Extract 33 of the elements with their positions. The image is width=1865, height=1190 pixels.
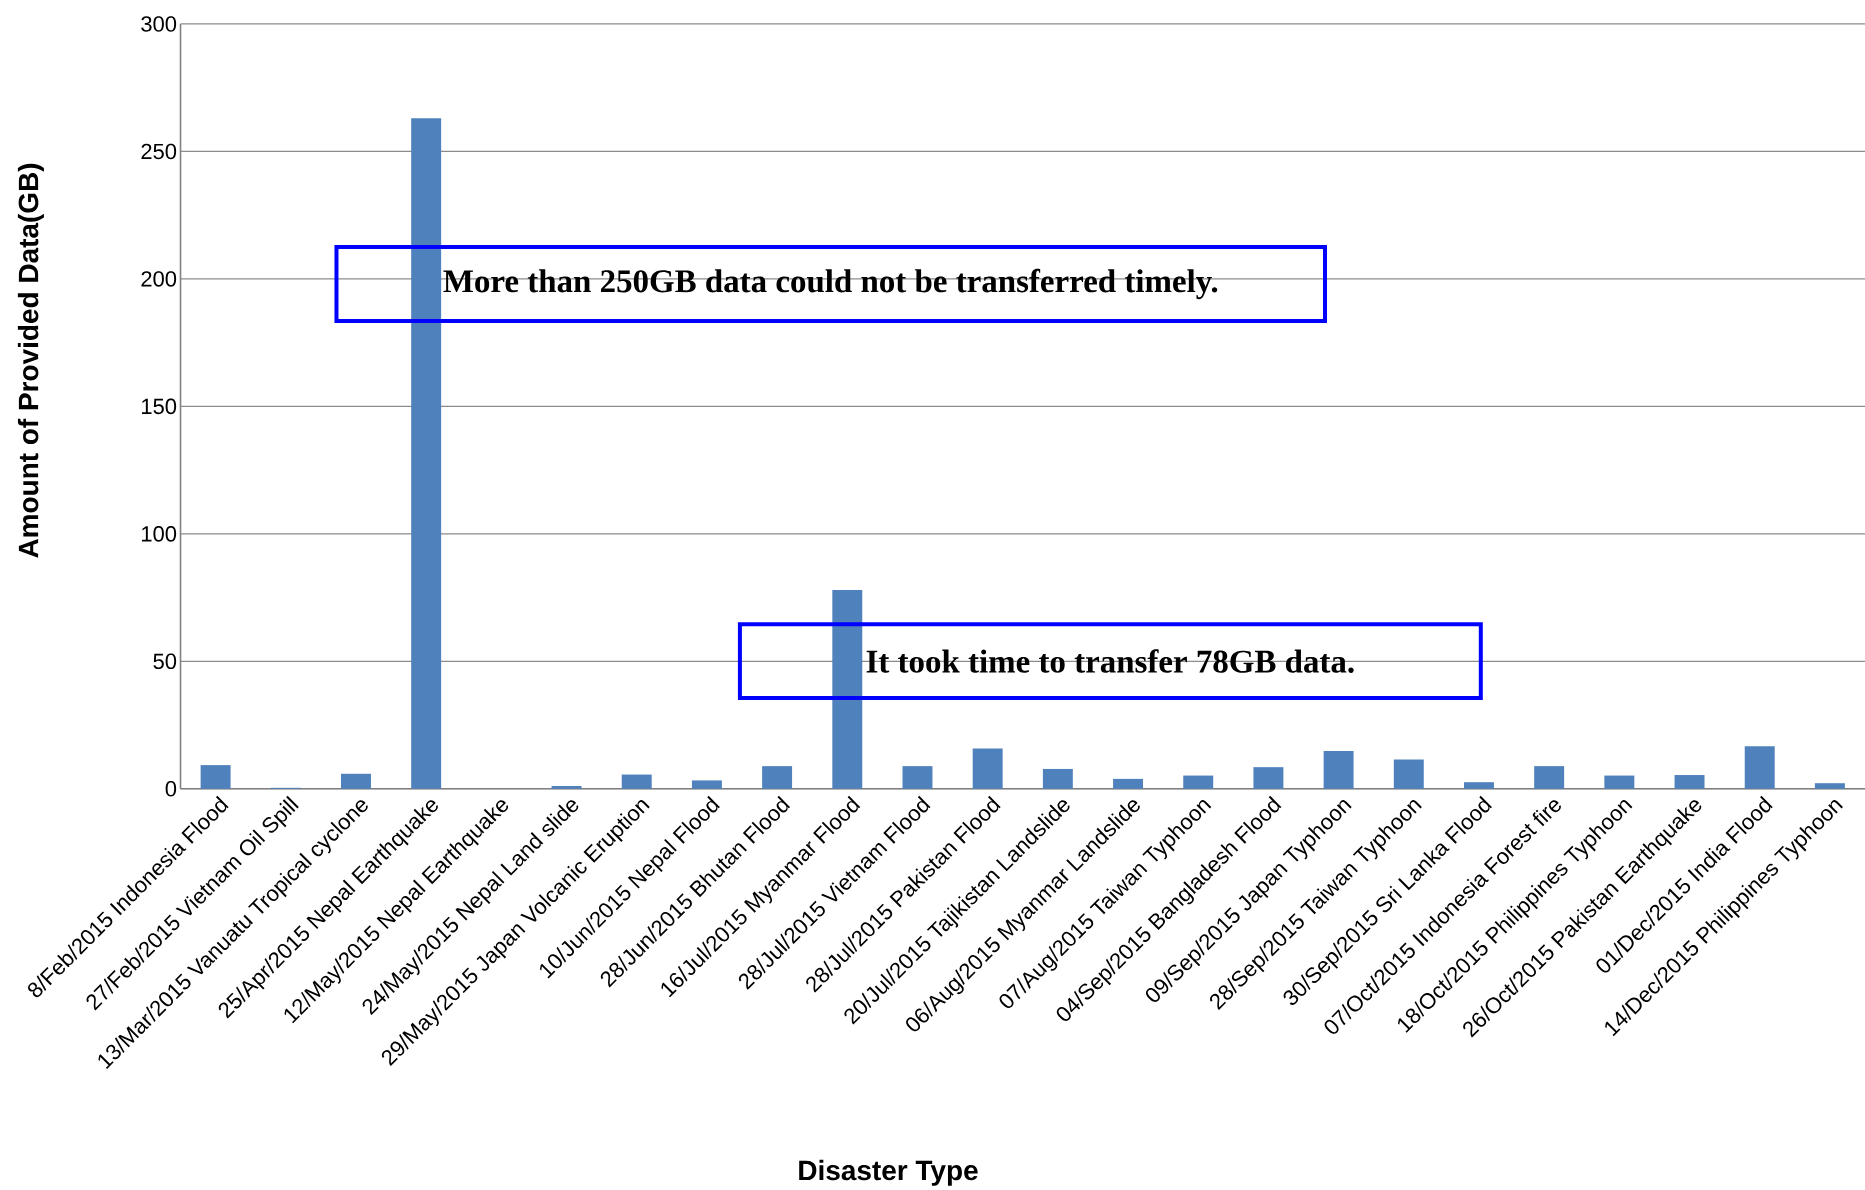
bar <box>200 765 231 789</box>
bar <box>691 780 722 789</box>
bar <box>762 766 793 789</box>
y-tick-label: 0 <box>165 780 177 797</box>
bar <box>1253 767 1284 789</box>
bar <box>621 774 652 789</box>
bar <box>1393 759 1424 789</box>
x-axis-title: Disaster Type <box>799 1159 978 1186</box>
bar <box>1183 775 1214 789</box>
bar <box>341 773 371 789</box>
bar <box>411 118 442 789</box>
bar <box>1604 775 1635 789</box>
bar <box>1814 783 1845 789</box>
bar <box>551 785 582 789</box>
annotation: More than 250GB data could not be transferred timely. <box>443 268 1218 300</box>
y-axis-title: Amount of Provided Data(GB) <box>17 163 44 558</box>
y-tick-label: 50 <box>153 653 177 670</box>
y-tick-label: 250 <box>141 143 177 160</box>
y-tick-label: 100 <box>142 525 177 542</box>
bar <box>1534 766 1565 789</box>
bar <box>1113 778 1144 789</box>
bar <box>1463 782 1494 789</box>
y-tick-label: 200 <box>141 271 177 287</box>
y-tick-label: 150 <box>142 398 177 415</box>
bar <box>832 589 863 789</box>
bar <box>1323 750 1354 789</box>
bar <box>1674 774 1705 789</box>
bar <box>1744 746 1775 789</box>
bar <box>1042 768 1073 789</box>
annotation: It took time to transfer 78GB data. <box>866 649 1354 673</box>
bar <box>972 748 1003 789</box>
bar <box>902 766 933 789</box>
y-tick-label: 300 <box>141 16 177 32</box>
